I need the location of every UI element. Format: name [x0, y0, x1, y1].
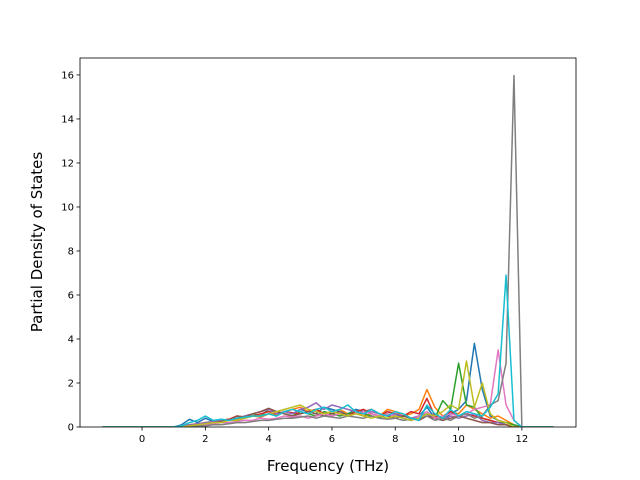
x-tick-label: 6: [329, 434, 335, 445]
y-axis-label: Partial Density of States: [28, 152, 46, 333]
y-tick-label: 0: [68, 423, 74, 434]
x-axis-label: Frequency (THz): [267, 457, 389, 475]
series-line: [102, 360, 554, 427]
y-tick-label: 4: [68, 334, 74, 345]
plot-frame: [79, 57, 577, 428]
series-line: [102, 349, 554, 427]
y-tick-label: 10: [61, 202, 74, 213]
x-tick-label: 2: [202, 434, 208, 445]
y-tick-label: 8: [68, 246, 74, 257]
y-tick-label: 2: [68, 378, 74, 389]
x-tick-label: 4: [265, 434, 271, 445]
series-line: [102, 74, 554, 427]
y-tick-label: 14: [61, 114, 74, 125]
y-tick-label: 6: [68, 290, 74, 301]
x-tick-label: 12: [516, 434, 529, 445]
series-line: [102, 274, 554, 427]
y-tick-label: 16: [61, 70, 74, 81]
x-tick-label: 0: [139, 434, 145, 445]
x-tick-label: 8: [392, 434, 398, 445]
y-tick-label: 12: [61, 158, 74, 169]
x-tick-label: 10: [452, 434, 465, 445]
